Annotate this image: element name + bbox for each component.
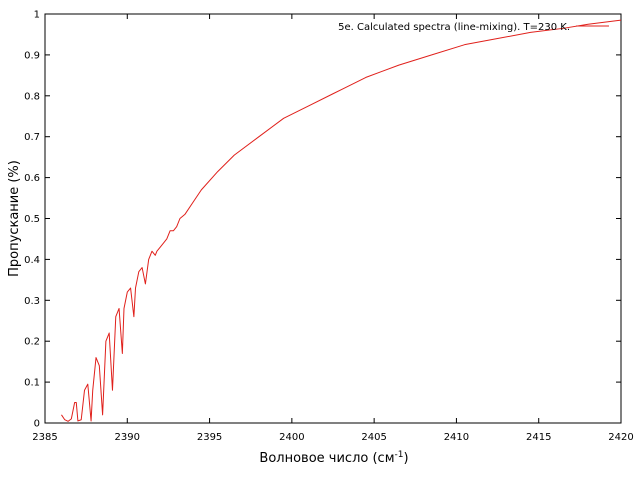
x-tick-label: 2405 [361,432,386,443]
y-tick-label: 0.6 [24,173,40,184]
x-tick-label: 2395 [197,432,222,443]
y-tick-label: 1 [34,10,40,21]
y-tick-label: 0.9 [24,50,40,61]
y-tick-label: 0.3 [24,296,40,307]
y-tick-label: 0.7 [24,132,40,143]
x-axis-title: Волновое число (см-1) [259,450,408,466]
y-tick-label: 0.2 [24,337,40,348]
x-tick-label: 2390 [115,432,140,443]
legend: 5e. Calculated spectra (line-mixing). T=… [338,22,609,33]
x-tick-label: 2385 [32,432,57,443]
y-axis-ticks: 0 0.1 0.2 0.3 0.4 0.5 0.6 0.7 0.8 0.9 1 [24,10,621,430]
y-tick-label: 0.1 [24,378,40,389]
x-axis-title-superscript: -1 [395,450,404,460]
x-tick-label: 2420 [608,432,633,443]
x-axis-ticks: 2385 2390 2395 2400 2405 2410 2415 2420 [32,14,634,443]
x-tick-label: 2415 [526,432,551,443]
y-tick-label: 0.8 [24,91,40,102]
series-line [61,19,622,422]
x-tick-label: 2410 [444,432,469,443]
x-tick-label: 2400 [279,432,304,443]
y-axis-title: Пропускание (%) [7,160,22,277]
y-tick-label: 0.5 [24,214,40,225]
y-tick-label: 0 [34,419,40,430]
series-layer [61,19,622,422]
y-tick-label: 0.4 [24,255,40,266]
plot-frame [44,13,622,424]
legend-label: 5e. Calculated spectra (line-mixing). T=… [338,22,570,33]
